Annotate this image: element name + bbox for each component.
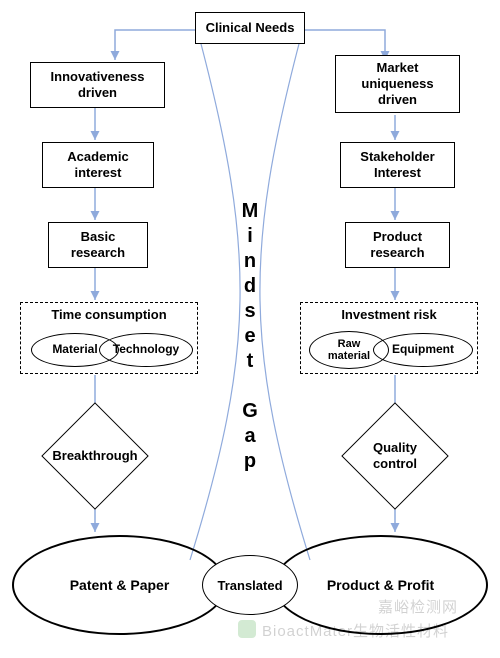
node-left-dash: Time consumption Material Technology [20,302,198,374]
node-right-1: Market uniqueness driven [335,55,460,113]
mindset-gap-label: Mindset Gap [238,200,261,475]
node-clinical-needs: Clinical Needs [195,12,305,44]
node-left-diamond: Breakthrough [57,418,133,494]
flowchart-canvas: Clinical Needs Mindset Gap Innovativenes… [0,0,500,658]
ellipse-translated: Translated [202,555,298,615]
dash-title-r: Investment risk [301,307,477,322]
label: Clinical Needs [206,20,295,36]
node-right-diamond: Quality control [357,418,433,494]
node-left-1: Innovativeness driven [30,62,165,108]
watermark-text-1: BioactMater生物活性材料 [262,620,449,641]
node-left-3: Basic research [48,222,148,268]
watermark-logo-icon [238,620,256,638]
dash-title: Time consumption [21,307,197,322]
node-right-3: Product research [345,222,450,268]
ellipse-technology: Technology [99,333,193,367]
node-right-2: Stakeholder Interest [340,142,455,188]
node-right-dash: Investment risk Raw material Equipment [300,302,478,374]
watermark-text-2: 嘉峪检测网 [378,596,458,617]
ellipse-patent-paper: Patent & Paper [12,535,227,635]
node-left-2: Academic interest [42,142,154,188]
ellipse-equipment: Equipment [373,333,473,367]
